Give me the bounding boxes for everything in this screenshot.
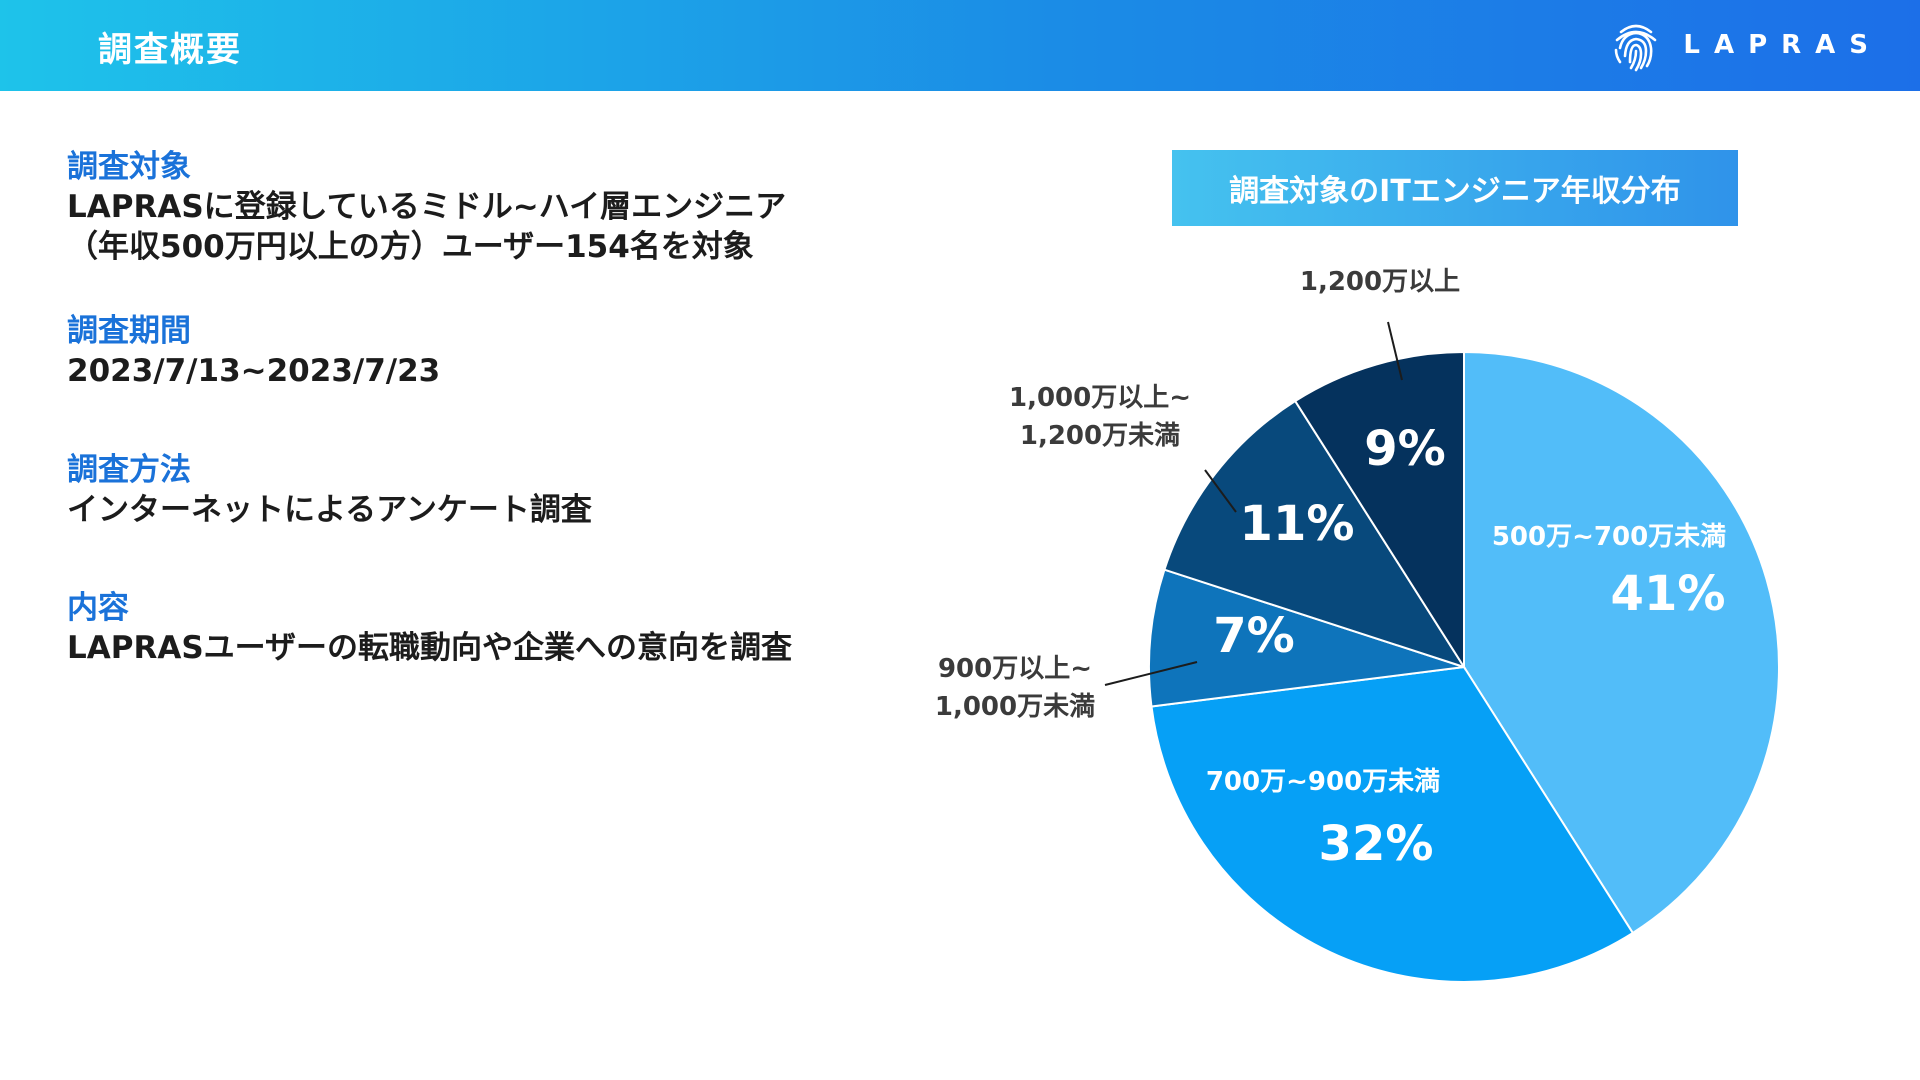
pie-slice <box>1150 665 1635 984</box>
page-title: 調査概要 <box>98 30 242 70</box>
slice-percent-label: 11% <box>1240 496 1355 552</box>
slice-category-label: 500万~700万未満 <box>1492 522 1726 552</box>
header-bar: 調査概要 LAPRAS <box>0 0 1920 91</box>
slice-category-label: 1,200万以上 <box>1300 267 1460 297</box>
section-period: 調査期間 2023/7/13~2023/7/23 <box>67 311 440 391</box>
section-heading: 調査対象 <box>67 149 191 185</box>
section-content: 内容 LAPRASユーザーの転職動向や企業への意向を調査 <box>67 588 792 668</box>
section-body-line: 2023/7/13~2023/7/23 <box>67 353 441 389</box>
section-heading: 調査方法 <box>67 452 191 488</box>
leader-line <box>1387 321 1403 381</box>
pie-slice <box>1293 350 1465 671</box>
slice-percent-label: 7% <box>1213 608 1295 664</box>
section-method: 調査方法 インターネットによるアンケート調査 <box>67 450 592 530</box>
slice-category-label: 700万~900万未満 <box>1206 767 1440 797</box>
leader-line <box>1104 661 1198 686</box>
logo-text: LAPRAS <box>1683 30 1882 60</box>
slice-percent-label: 41% <box>1611 566 1726 622</box>
pie-slice <box>1463 350 1780 935</box>
section-body-line: （年収500万円以上の方）ユーザー154名を対象 <box>67 229 754 265</box>
slice-percent-label: 9% <box>1364 421 1446 477</box>
fingerprint-icon <box>1615 24 1657 72</box>
pie-slice <box>1163 399 1467 669</box>
section-target: 調査対象 LAPRASに登録しているミドル~ハイ層エンジニア （年収500万円以… <box>67 147 786 267</box>
lapras-logo: LAPRAS <box>1611 17 1882 73</box>
slice-percent-label: 32% <box>1319 816 1434 872</box>
section-body-line: LAPRASに登録しているミドル~ハイ層エンジニア <box>67 189 787 225</box>
slice-category-label: 1,000万以上~ 1,200万未満 <box>1009 383 1191 451</box>
section-body-line: インターネットによるアンケート調査 <box>67 492 592 528</box>
slice-category-label: 900万以上~ 1,000万未満 <box>935 654 1095 722</box>
section-body-line: LAPRASユーザーの転職動向や企業への意向を調査 <box>67 630 793 666</box>
section-heading: 内容 <box>67 590 129 626</box>
section-heading: 調査期間 <box>67 313 191 349</box>
leader-line <box>1204 469 1237 513</box>
pie-slice <box>1148 568 1465 708</box>
chart-title: 調査対象のITエンジニア年収分布 <box>1172 150 1738 226</box>
